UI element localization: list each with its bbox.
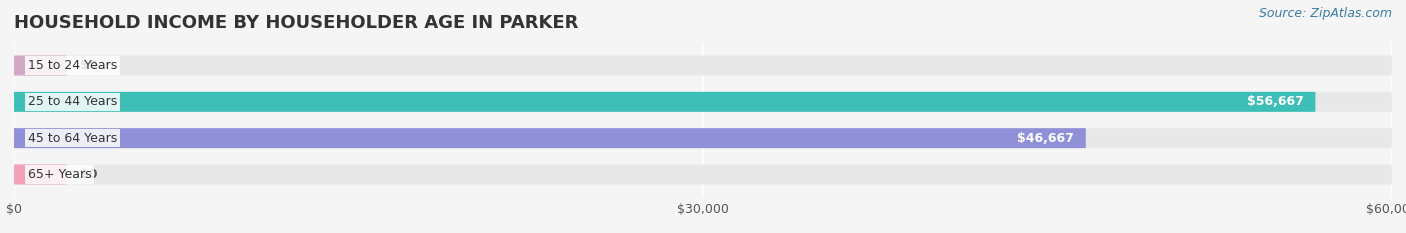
FancyBboxPatch shape bbox=[14, 92, 1316, 112]
Text: 15 to 24 Years: 15 to 24 Years bbox=[28, 59, 117, 72]
FancyBboxPatch shape bbox=[14, 55, 1392, 75]
FancyBboxPatch shape bbox=[14, 92, 1392, 112]
FancyBboxPatch shape bbox=[14, 55, 66, 75]
FancyBboxPatch shape bbox=[14, 164, 1392, 185]
FancyBboxPatch shape bbox=[14, 128, 1392, 148]
Text: $0: $0 bbox=[80, 59, 97, 72]
Text: 65+ Years: 65+ Years bbox=[28, 168, 91, 181]
Text: Source: ZipAtlas.com: Source: ZipAtlas.com bbox=[1258, 7, 1392, 20]
FancyBboxPatch shape bbox=[14, 164, 66, 185]
Text: HOUSEHOLD INCOME BY HOUSEHOLDER AGE IN PARKER: HOUSEHOLD INCOME BY HOUSEHOLDER AGE IN P… bbox=[14, 14, 578, 32]
Text: $56,667: $56,667 bbox=[1247, 95, 1303, 108]
FancyBboxPatch shape bbox=[14, 128, 1085, 148]
Text: 45 to 64 Years: 45 to 64 Years bbox=[28, 132, 117, 145]
Text: $0: $0 bbox=[80, 168, 97, 181]
Text: 25 to 44 Years: 25 to 44 Years bbox=[28, 95, 117, 108]
Text: $46,667: $46,667 bbox=[1018, 132, 1074, 145]
